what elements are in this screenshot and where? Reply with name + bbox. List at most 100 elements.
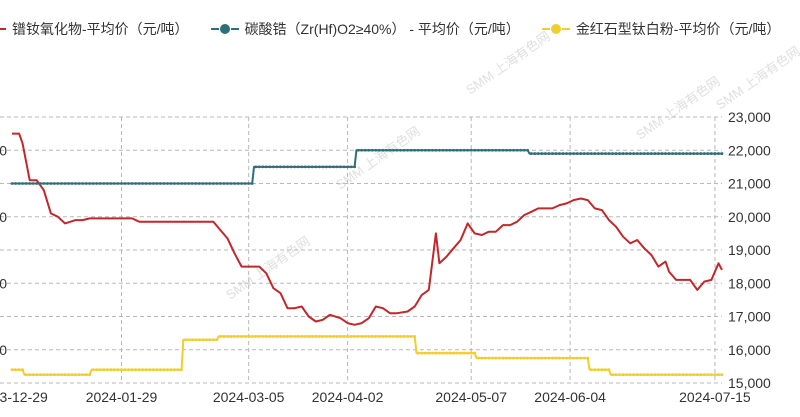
series-2-marker-141 — [508, 356, 512, 360]
series-2-marker-38 — [144, 368, 148, 372]
series-2-marker-41 — [155, 368, 159, 372]
series-1-marker-46 — [173, 182, 176, 185]
series-2-marker-104 — [377, 335, 381, 338]
series-1-marker-89 — [324, 165, 328, 169]
series-2-marker-118 — [427, 351, 431, 355]
series-2-marker-106 — [385, 335, 388, 338]
series-1-marker-19 — [77, 182, 81, 185]
series-1-marker-49 — [183, 182, 187, 185]
series-1-marker-173 — [621, 152, 625, 155]
series-2-marker-197 — [706, 373, 710, 377]
series-1-marker-110 — [399, 148, 402, 152]
x-tick-label-1: 2024-01-29 — [86, 389, 158, 405]
series-1-marker-134 — [483, 148, 487, 152]
series-1-marker-139 — [501, 148, 505, 152]
series-2-marker-132 — [476, 356, 480, 360]
series-1-marker-21 — [84, 182, 88, 185]
series-1-marker-37 — [141, 182, 145, 185]
series-1-marker-71 — [261, 165, 265, 169]
series-2-marker-65 — [240, 335, 244, 338]
series-2-marker-37 — [141, 368, 145, 372]
series-2-marker-46 — [173, 368, 176, 372]
series-1-marker-199 — [713, 152, 717, 155]
series-2-marker-52 — [194, 338, 198, 342]
series-1-marker-136 — [490, 148, 494, 152]
series-2-marker-195 — [699, 373, 703, 377]
series-2-marker-79 — [289, 335, 293, 338]
series-1-marker-14 — [60, 182, 63, 185]
series-2-marker-151 — [543, 356, 547, 360]
series-2-marker-62 — [229, 335, 233, 338]
series-2-marker-117 — [423, 351, 427, 355]
series-1-marker-55 — [204, 182, 208, 185]
series-1-marker-57 — [211, 182, 215, 185]
series-1-marker-74 — [271, 165, 275, 169]
series-2-marker-161 — [579, 356, 583, 360]
series-2-marker-152 — [547, 356, 551, 360]
series-2-marker-43 — [162, 368, 166, 372]
series-1-marker-75 — [275, 165, 279, 169]
series-1-marker-103 — [374, 148, 378, 152]
series-2-marker-199 — [713, 373, 717, 377]
series-2-marker-40 — [151, 368, 155, 372]
series-1-marker-22 — [88, 182, 92, 185]
series-2-marker-60 — [222, 335, 226, 338]
series-1-marker-69 — [254, 165, 258, 169]
series-1-marker-182 — [653, 152, 657, 155]
series-2-marker-74 — [271, 335, 275, 338]
series-line-1 — [12, 149, 722, 185]
series-1-marker-149 — [536, 152, 540, 155]
series-2-marker-96 — [349, 335, 353, 338]
series-2-marker-2 — [17, 368, 21, 372]
series-2-marker-71 — [261, 335, 265, 338]
series-2-marker-162 — [582, 356, 586, 360]
series-2-marker-181 — [649, 373, 653, 377]
watermark-1: SMM 上海有色网 — [333, 123, 423, 192]
series-1-marker-83 — [303, 165, 307, 169]
series-2-marker-72 — [264, 335, 268, 338]
right-tick-label-0: 15,000 — [728, 375, 771, 391]
legend-item-zirconium-carbonate[interactable]: 碳酸锆（Zr(Hf)O2≥40%） - 平均价（元/吨） — [210, 19, 520, 39]
series-2-marker-59 — [219, 335, 222, 338]
series-2-marker-50 — [187, 338, 191, 342]
series-2-marker-112 — [406, 335, 410, 338]
series-1-marker-159 — [572, 152, 576, 155]
series-2-marker-97 — [353, 335, 357, 338]
series-1-marker-42 — [158, 182, 162, 185]
series-2-marker-76 — [279, 335, 282, 338]
series-2-marker-84 — [307, 335, 311, 338]
series-2-marker-13 — [56, 373, 60, 377]
series-2-marker-64 — [236, 335, 240, 338]
legend-item-rutile-titanium-dioxide[interactable]: 金红石型钛白粉-平均价（元/吨） — [541, 19, 780, 39]
series-2-marker-142 — [512, 356, 515, 360]
series-2-marker-23 — [91, 368, 95, 372]
series-2-marker-111 — [402, 335, 406, 338]
series-1-marker-165 — [593, 152, 597, 155]
series-1-marker-113 — [409, 148, 413, 152]
series-1-marker-91 — [332, 165, 335, 169]
series-1-marker-81 — [296, 165, 300, 169]
series-1-marker-130 — [469, 148, 473, 152]
watermark-2: SMM 上海有色网 — [463, 28, 553, 97]
series-1-marker-127 — [459, 148, 463, 152]
series-2-marker-184 — [660, 373, 664, 377]
series-1-marker-132 — [476, 148, 480, 152]
series-2-marker-10 — [45, 373, 49, 377]
series-1-marker-43 — [162, 182, 166, 185]
series-1-marker-155 — [558, 152, 561, 155]
series-1-marker-7 — [35, 182, 39, 185]
series-1-marker-94 — [342, 165, 346, 169]
series-2-marker-68 — [250, 335, 254, 338]
left-tick-fragment-2: 0 — [0, 209, 7, 225]
series-2-marker-130 — [469, 351, 473, 355]
legend-item-praseodymium-neodymium-oxide[interactable]: 镨钕氧化物-平均价（元/吨） — [0, 19, 189, 39]
series-2-marker-34 — [130, 368, 134, 372]
series-1-marker-11 — [49, 182, 53, 185]
series-1-marker-184 — [660, 152, 664, 155]
series-1-marker-66 — [243, 182, 247, 185]
series-2-marker-165 — [593, 368, 597, 372]
series-1-marker-18 — [74, 182, 77, 185]
series-1-marker-176 — [632, 152, 636, 155]
series-2-marker-36 — [137, 368, 141, 372]
